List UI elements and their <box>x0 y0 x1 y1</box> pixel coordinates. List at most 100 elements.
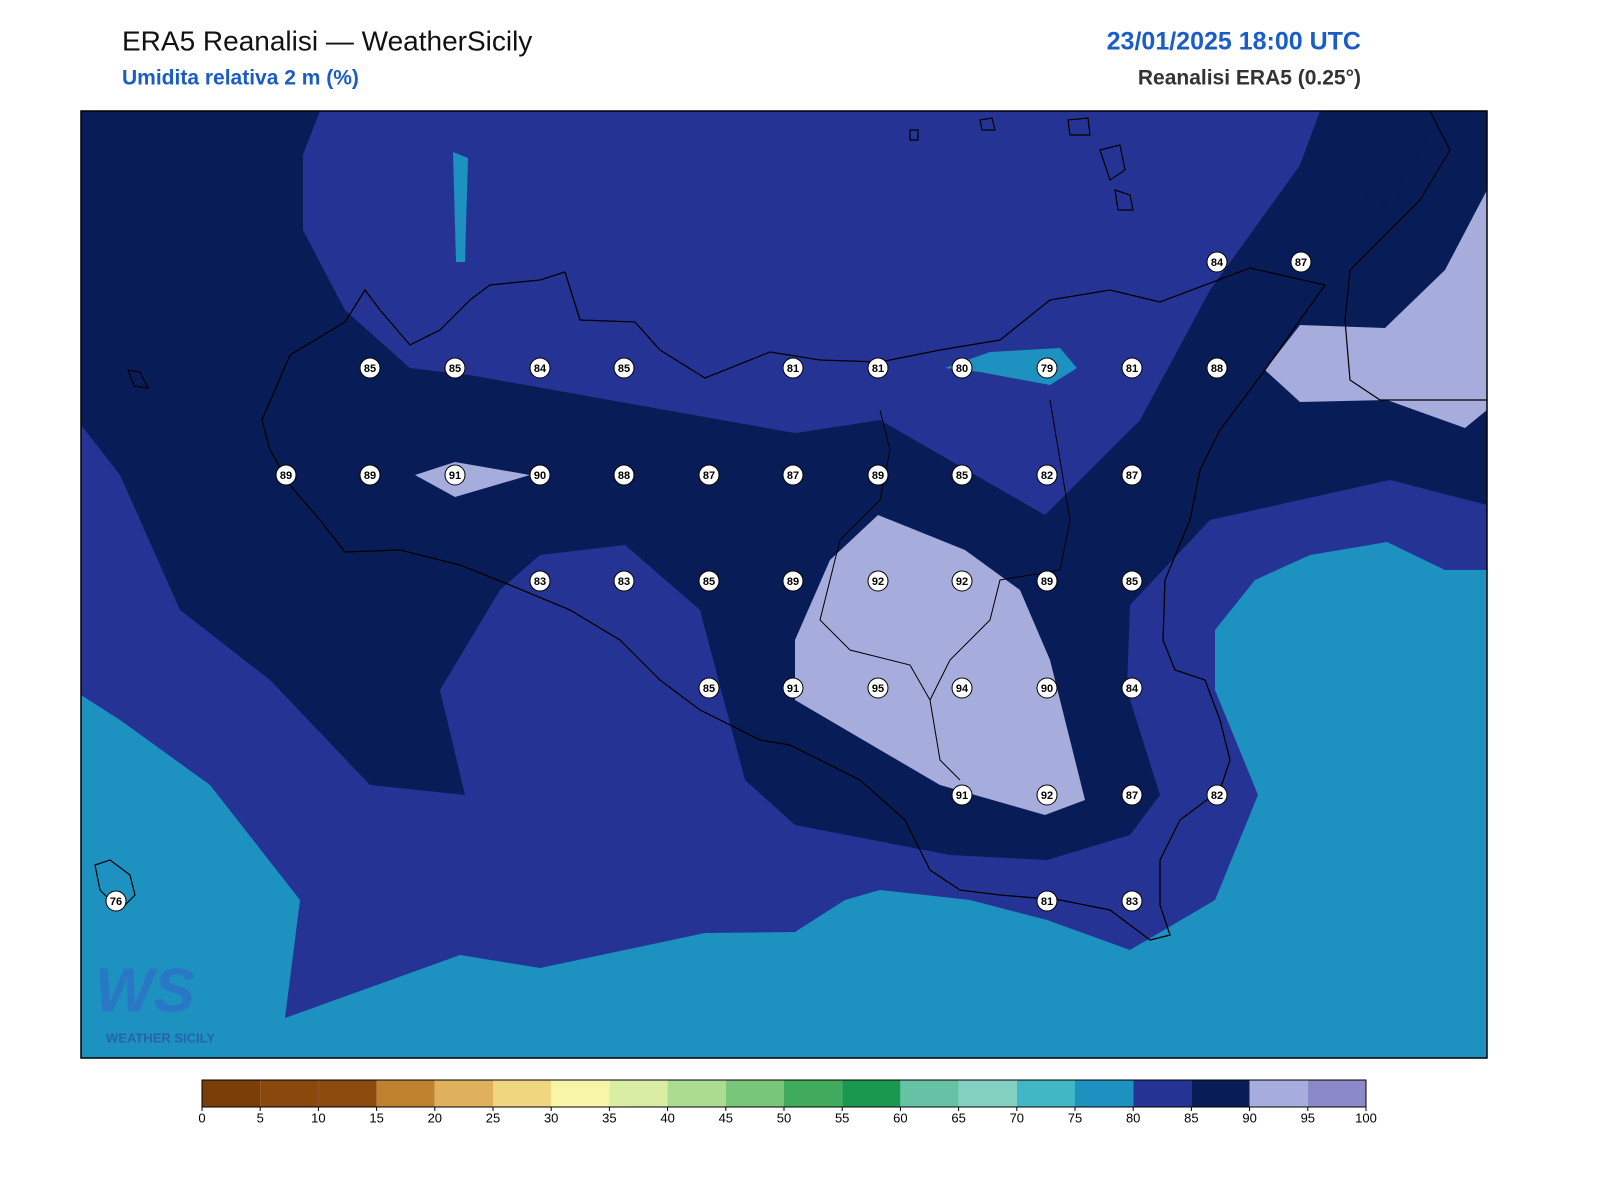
station-label: 81 <box>1041 896 1053 908</box>
station-label: 89 <box>872 470 884 482</box>
station-marker <box>782 357 804 379</box>
station-label: 87 <box>1126 470 1138 482</box>
station-marker <box>1206 251 1228 273</box>
colorbar-tick-label: 85 <box>1184 1110 1198 1125</box>
station-label: 85 <box>364 363 376 375</box>
station-marker <box>1290 251 1312 273</box>
colorbar-tick-label: 10 <box>311 1110 325 1125</box>
colorbar-tick-label: 25 <box>486 1110 500 1125</box>
colorbar-swatch <box>1307 1080 1366 1107</box>
colorbar-swatch <box>202 1080 261 1107</box>
station-marker <box>1121 890 1143 912</box>
station-marker <box>529 464 551 486</box>
station-label: 90 <box>1041 683 1053 695</box>
station-label: 92 <box>956 576 968 588</box>
colorbar-tick-label: 95 <box>1301 1110 1315 1125</box>
station-marker <box>951 570 973 592</box>
station-label: 90 <box>534 470 546 482</box>
colorbar-swatch <box>1016 1080 1075 1107</box>
subtitle: Umidita relativa 2 m (%) <box>122 67 359 90</box>
station-label: 81 <box>872 363 884 375</box>
field-90-95 <box>1265 190 1487 428</box>
station-label: 85 <box>956 470 968 482</box>
station-marker <box>867 570 889 592</box>
colorbar-swatch <box>376 1080 435 1107</box>
station-label: 95 <box>872 683 884 695</box>
colorbar-swatch <box>958 1080 1017 1107</box>
station-marker <box>275 464 297 486</box>
field-85-90 <box>1090 111 1487 210</box>
station-marker <box>698 464 720 486</box>
colorbar-tick-label: 70 <box>1010 1110 1024 1125</box>
map: 84 87 85 85 84 85 81 81 80 79 81 88 89 89 91 90 88 87 87 89… <box>81 111 1487 1058</box>
station-label: 89 <box>787 576 799 588</box>
station-marker <box>359 357 381 379</box>
colorbar-swatch <box>1191 1080 1250 1107</box>
station-label: 89 <box>1041 576 1053 588</box>
station-label: 84 <box>534 363 547 375</box>
station-label: 94 <box>956 683 969 695</box>
station-marker <box>1121 570 1143 592</box>
colorbar-tick-label: 35 <box>602 1110 616 1125</box>
colorbar-swatch <box>725 1080 784 1107</box>
station-marker <box>951 677 973 699</box>
station-marker <box>444 357 466 379</box>
station-marker <box>1036 890 1058 912</box>
station-marker <box>1036 784 1058 806</box>
station-marker <box>613 570 635 592</box>
station-label: 84 <box>1211 257 1224 269</box>
station-marker <box>867 677 889 699</box>
station-label: 87 <box>1295 257 1307 269</box>
station-label: 87 <box>787 470 799 482</box>
source: Reanalisi ERA5 (0.25°) <box>1138 67 1361 90</box>
station-marker <box>1036 357 1058 379</box>
station-marker <box>698 677 720 699</box>
colorbar-swatch <box>1133 1080 1192 1107</box>
station-marker <box>1036 677 1058 699</box>
station-label: 92 <box>872 576 884 588</box>
station-label: 88 <box>1211 363 1223 375</box>
colorbar-tick-label: 80 <box>1126 1110 1140 1125</box>
colorbar-swatch <box>318 1080 377 1107</box>
map-frame <box>80 110 1488 1059</box>
station-marker <box>1121 784 1143 806</box>
station-marker <box>782 464 804 486</box>
station-label: 85 <box>703 576 715 588</box>
station-label: 85 <box>449 363 461 375</box>
colorbar-tick-label: 75 <box>1068 1110 1082 1125</box>
station-label: 91 <box>449 470 461 482</box>
station-marker <box>1121 677 1143 699</box>
station-label: 85 <box>618 363 630 375</box>
station-marker <box>951 357 973 379</box>
colorbar-swatch <box>260 1080 319 1107</box>
station-label: 80 <box>956 363 968 375</box>
colorbar-tick-label: 40 <box>660 1110 674 1125</box>
station-marker <box>951 784 973 806</box>
station-label: 81 <box>787 363 799 375</box>
colorbar-tick-label: 45 <box>719 1110 733 1125</box>
logo: WS WEATHER SICILY <box>95 956 215 1045</box>
station-label: 92 <box>1041 790 1053 802</box>
colorbar-tick-label: 20 <box>428 1110 442 1125</box>
station-label: 83 <box>534 576 546 588</box>
colorbar-swatch <box>551 1080 610 1107</box>
colorbar-swatch <box>1249 1080 1308 1107</box>
island <box>127 117 1134 389</box>
station-label: 84 <box>1126 683 1139 695</box>
station-marker <box>105 890 127 912</box>
station-label: 91 <box>787 683 799 695</box>
station-label: 83 <box>618 576 630 588</box>
station-label: 79 <box>1041 363 1053 375</box>
field-90-95 <box>415 462 530 497</box>
colorbar-swatch <box>1075 1080 1134 1107</box>
colorbar-tick-label: 30 <box>544 1110 558 1125</box>
colorbar-swatch <box>900 1080 959 1107</box>
colorbar-swatch <box>784 1080 843 1107</box>
station-marker <box>444 464 466 486</box>
colorbar-tick-label: 55 <box>835 1110 849 1125</box>
station-label: 85 <box>703 683 715 695</box>
island <box>94 859 136 911</box>
station-label: 81 <box>1126 363 1138 375</box>
colorbar-tick-label: 100 <box>1355 1110 1377 1125</box>
